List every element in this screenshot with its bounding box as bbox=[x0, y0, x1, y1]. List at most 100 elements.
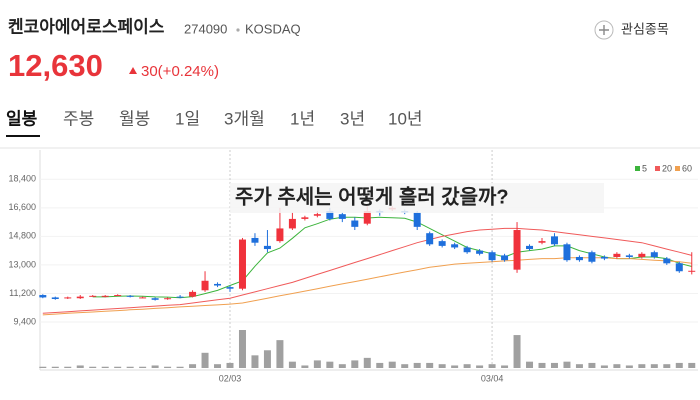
legend-swatch bbox=[655, 166, 660, 171]
volume-bar bbox=[463, 364, 471, 368]
candle-body bbox=[688, 270, 696, 272]
candle-body bbox=[313, 214, 321, 216]
volume-bar bbox=[663, 364, 671, 368]
candle-body bbox=[650, 252, 658, 257]
candle-body bbox=[126, 295, 134, 297]
tab[interactable]: 일봉 bbox=[6, 109, 38, 128]
y-tick-label: 11,200 bbox=[9, 288, 36, 298]
volume-bar bbox=[301, 365, 309, 368]
volume-bar bbox=[388, 361, 396, 368]
volume-bar bbox=[39, 366, 47, 368]
tab[interactable]: 1일 bbox=[175, 109, 200, 128]
candle-body bbox=[114, 295, 122, 297]
volume-bar bbox=[363, 357, 371, 368]
volume-bar bbox=[600, 365, 608, 368]
volume-bar bbox=[214, 364, 222, 368]
candle-body bbox=[476, 250, 484, 254]
volume-bar bbox=[451, 365, 459, 368]
candle-body bbox=[326, 210, 334, 219]
candle-body bbox=[413, 212, 421, 227]
candle-body bbox=[189, 291, 197, 297]
volume-bar bbox=[164, 366, 172, 368]
volume-bar bbox=[575, 364, 583, 368]
volume-bar bbox=[139, 366, 147, 368]
tab[interactable]: 월봉 bbox=[119, 109, 150, 128]
stock-code: 274090 bbox=[184, 21, 227, 36]
volume-bar bbox=[76, 365, 84, 368]
volume-bar bbox=[538, 362, 546, 368]
candle-body bbox=[39, 295, 47, 298]
volume-bar bbox=[675, 362, 683, 368]
candle-body bbox=[363, 210, 371, 224]
x-tick-label: 02/03 bbox=[219, 373, 242, 383]
candle-body bbox=[638, 253, 646, 257]
volume-bar bbox=[251, 355, 259, 368]
market: KOSDAQ bbox=[245, 21, 301, 36]
candle-body bbox=[438, 241, 446, 246]
volume-bar bbox=[276, 340, 284, 368]
volume-bar bbox=[189, 364, 197, 368]
legend-swatch bbox=[635, 166, 640, 171]
volume-bar bbox=[201, 352, 209, 368]
volume-bar bbox=[688, 362, 696, 368]
volume-bar bbox=[476, 365, 484, 368]
candle-body bbox=[201, 280, 209, 291]
legend-label: 20 bbox=[662, 163, 672, 173]
separator-dot bbox=[236, 28, 240, 32]
volume-bar bbox=[351, 360, 359, 368]
legend-label: 5 bbox=[642, 163, 647, 173]
tab[interactable]: 1년 bbox=[290, 109, 315, 128]
candle-body bbox=[588, 252, 596, 262]
candle-body bbox=[64, 297, 72, 299]
volume-bar bbox=[101, 366, 109, 368]
volume-bar bbox=[613, 364, 621, 368]
candle-body bbox=[513, 230, 521, 270]
candle-body bbox=[164, 298, 172, 300]
watch-button[interactable]: 관심종목 bbox=[594, 20, 669, 40]
volume-bar bbox=[438, 364, 446, 368]
volume-bar bbox=[501, 365, 509, 368]
candle-body bbox=[139, 297, 147, 299]
candle-body bbox=[675, 263, 683, 272]
volume-bar bbox=[263, 350, 271, 368]
candle-body bbox=[276, 228, 284, 242]
candle-body bbox=[101, 295, 109, 297]
y-tick-label: 16,600 bbox=[8, 202, 36, 212]
volume-bar bbox=[650, 364, 658, 368]
candle-body bbox=[89, 295, 97, 297]
y-tick-label: 13,000 bbox=[8, 259, 36, 269]
candle-body bbox=[488, 252, 496, 261]
volume-bar bbox=[126, 366, 134, 368]
tab-bar: 일봉 주봉 월봉 1일 3개월 1년 3년 10년 bbox=[6, 109, 423, 137]
volume-bar bbox=[526, 361, 534, 368]
y-tick-label: 18,400 bbox=[8, 174, 36, 184]
up-arrow bbox=[129, 67, 137, 74]
candle-body bbox=[263, 245, 271, 250]
watch-label[interactable]: 관심종목 bbox=[621, 21, 669, 36]
candle-body bbox=[76, 296, 84, 299]
candle-body bbox=[563, 244, 571, 261]
candle-body bbox=[600, 256, 608, 259]
volume-bar bbox=[413, 362, 421, 368]
x-tick-label: 03/04 bbox=[481, 373, 504, 383]
ma-line bbox=[42, 257, 692, 316]
tab[interactable]: 3년 bbox=[340, 109, 365, 128]
volume-bar bbox=[313, 360, 321, 368]
volume-bar bbox=[288, 361, 296, 368]
candle-body bbox=[51, 297, 59, 300]
candle-body bbox=[625, 255, 633, 257]
y-tick-label: 14,800 bbox=[8, 231, 36, 241]
ma-line bbox=[42, 227, 692, 314]
candle-body bbox=[151, 298, 159, 300]
candle-body bbox=[663, 258, 671, 264]
candle-body bbox=[176, 296, 184, 298]
volume-bar bbox=[114, 366, 122, 368]
tab[interactable]: 10년 bbox=[388, 109, 423, 128]
tab[interactable]: 주봉 bbox=[63, 109, 94, 128]
candle-body bbox=[288, 218, 296, 229]
candle-body bbox=[226, 287, 234, 289]
stock-name: 켄코아에어로스페이스 bbox=[8, 17, 165, 36]
volume-bar bbox=[401, 364, 409, 368]
tab[interactable]: 3개월 bbox=[224, 109, 265, 128]
